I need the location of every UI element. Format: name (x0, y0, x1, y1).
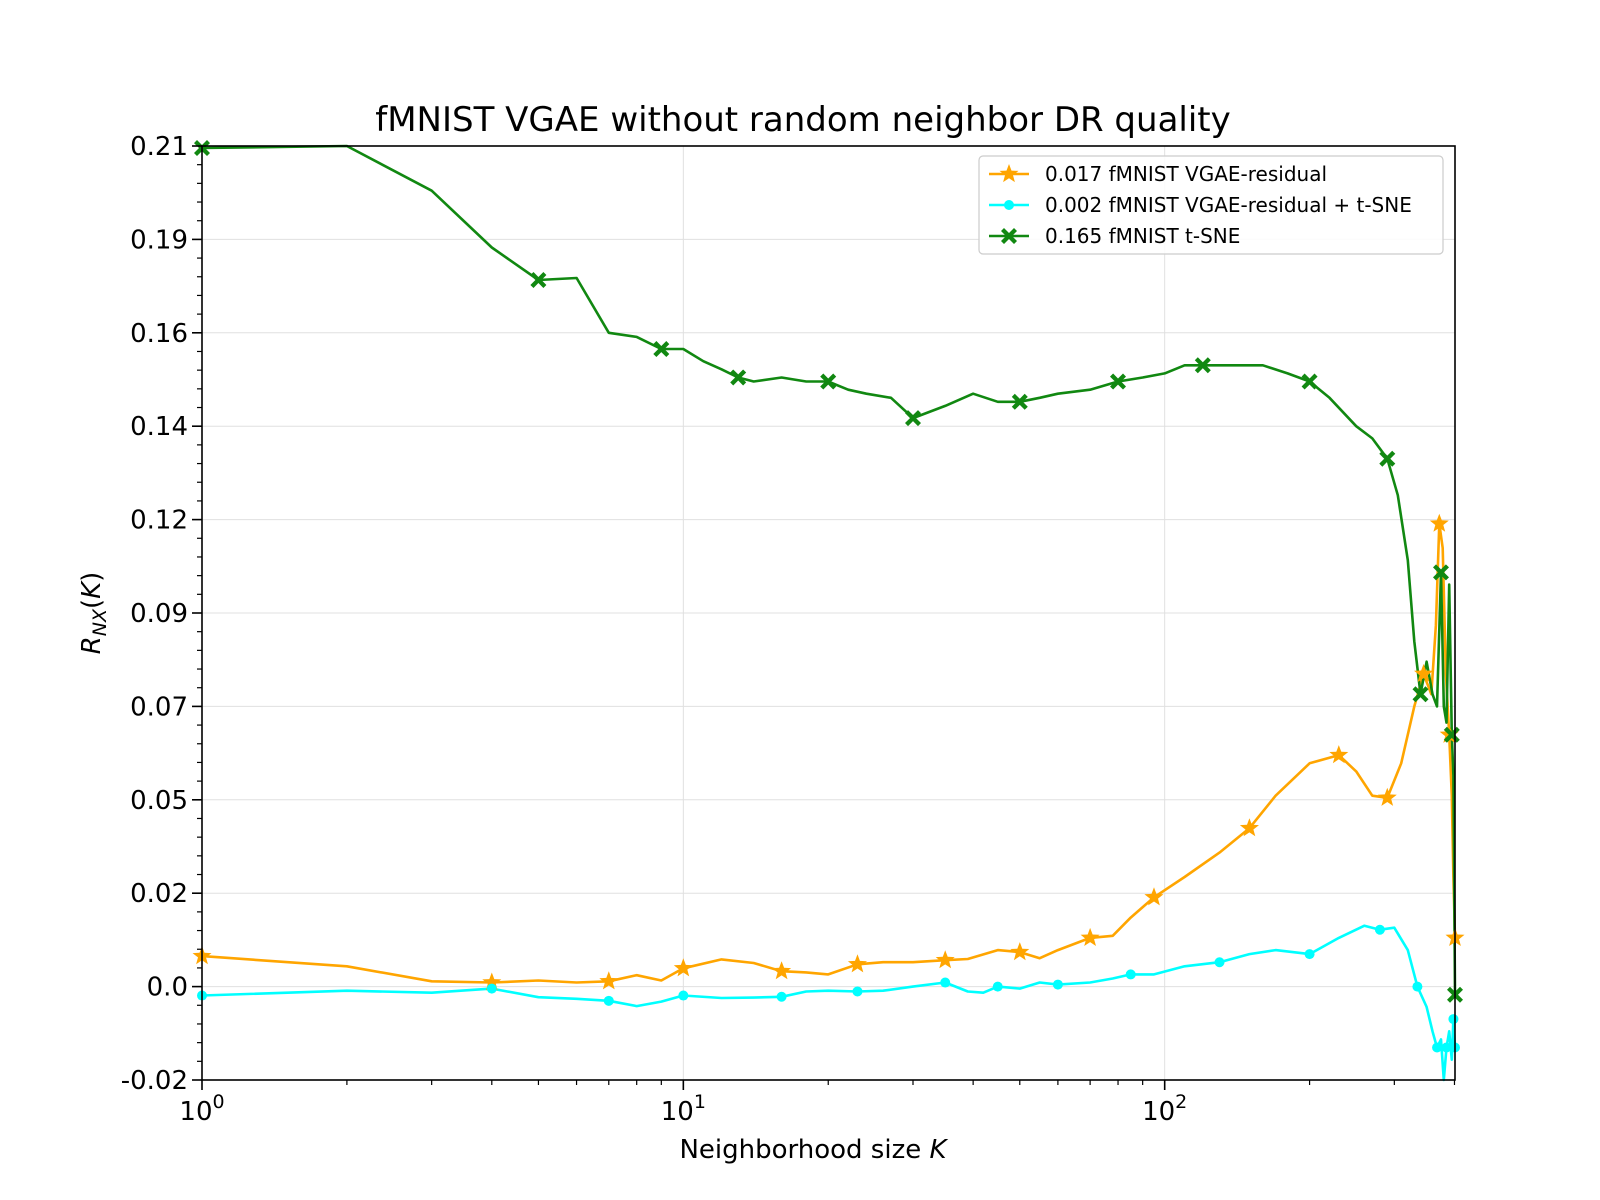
data-point (1433, 564, 1449, 581)
data-point (1329, 745, 1349, 764)
data-point (1443, 726, 1460, 743)
data-point (653, 341, 670, 357)
legend-marker (999, 164, 1019, 183)
data-point (1412, 686, 1429, 703)
y-tick-label: 0.05 (130, 786, 188, 816)
y-tick-label: -0.02 (121, 1066, 188, 1096)
data-point (935, 950, 955, 969)
data-point (820, 373, 837, 390)
data-point (678, 990, 689, 1001)
axis-ticks (192, 145, 1456, 1090)
data-point (1429, 513, 1449, 532)
data-point (730, 369, 747, 386)
y-tick-label: 0.0 (147, 973, 188, 1003)
y-tick-label: 0.21 (130, 132, 188, 162)
data-point (1010, 942, 1030, 961)
data-point (486, 983, 497, 994)
y-tick-label: 0.02 (130, 879, 188, 909)
legend-marker (1001, 228, 1017, 244)
data-point (603, 995, 614, 1006)
data-point (772, 961, 792, 980)
data-point (599, 971, 619, 990)
legend-marker (1004, 200, 1014, 210)
data-point (530, 272, 547, 288)
data-point (1214, 957, 1225, 968)
y-tick-label: 0.07 (130, 692, 188, 722)
data-point (1377, 787, 1397, 806)
y-tick-label: 0.14 (130, 412, 188, 442)
y-tick-label: 0.19 (130, 225, 188, 255)
legend-box (978, 155, 1444, 255)
y-axis-title: RNX(K) (77, 572, 111, 655)
series-line (201, 924, 1457, 1082)
series-line (201, 522, 1457, 984)
data-point (992, 981, 1003, 992)
data-point (1304, 949, 1315, 960)
data-point (1432, 1042, 1443, 1053)
data-point (1011, 393, 1028, 410)
x-tick-label: 100 (179, 1091, 224, 1127)
legend: 0.017 fMNIST VGAE-residual 0.002 fMNIST V… (978, 155, 1444, 255)
grid (202, 145, 1455, 1081)
data-point (940, 977, 951, 988)
data-point (1441, 1042, 1452, 1053)
x-tick-label: 102 (1142, 1091, 1187, 1127)
chart-title: fMNIST VGAE without random neighbor DR q… (375, 100, 1231, 140)
y-tick-labels: 0.21 0.19 0.16 0.14 0.12 0.09 0.07 0.05 0.02 0.0 -… (121, 132, 188, 1096)
data-point (1194, 357, 1211, 374)
data-point (776, 991, 787, 1002)
y-tick-label: 0.12 (130, 506, 188, 536)
data-point (1412, 981, 1423, 992)
x-tick-labels: 100 101 102 (179, 1091, 1187, 1127)
y-tick-label: 0.09 (130, 599, 188, 629)
data-point (1239, 818, 1259, 837)
plot-markers (192, 140, 1465, 1053)
data-point (1448, 1014, 1459, 1025)
data-point (1052, 979, 1063, 990)
data-point (1414, 663, 1434, 682)
data-point (1379, 450, 1396, 467)
data-point (1125, 969, 1136, 980)
x-tick-label: 101 (661, 1091, 706, 1127)
data-point (1144, 887, 1164, 906)
x-axis-title: Neighborhood size K (679, 1135, 948, 1165)
data-point (1080, 927, 1100, 946)
data-point (852, 986, 863, 997)
legend-label: 0.017 fMNIST VGAE-residual (1045, 162, 1327, 186)
data-point (1374, 924, 1385, 935)
data-point (1301, 373, 1318, 390)
data-point (905, 410, 921, 427)
data-point (482, 972, 502, 991)
series-line (201, 144, 1457, 995)
data-point (673, 958, 693, 977)
legend-label: 0.002 fMNIST VGAE-residual + t-SNE (1045, 193, 1412, 217)
data-point (847, 954, 867, 973)
legend-label: 0.165 fMNIST t-SNE (1045, 224, 1240, 248)
data-point (1110, 373, 1126, 390)
y-tick-label: 0.16 (130, 319, 188, 349)
